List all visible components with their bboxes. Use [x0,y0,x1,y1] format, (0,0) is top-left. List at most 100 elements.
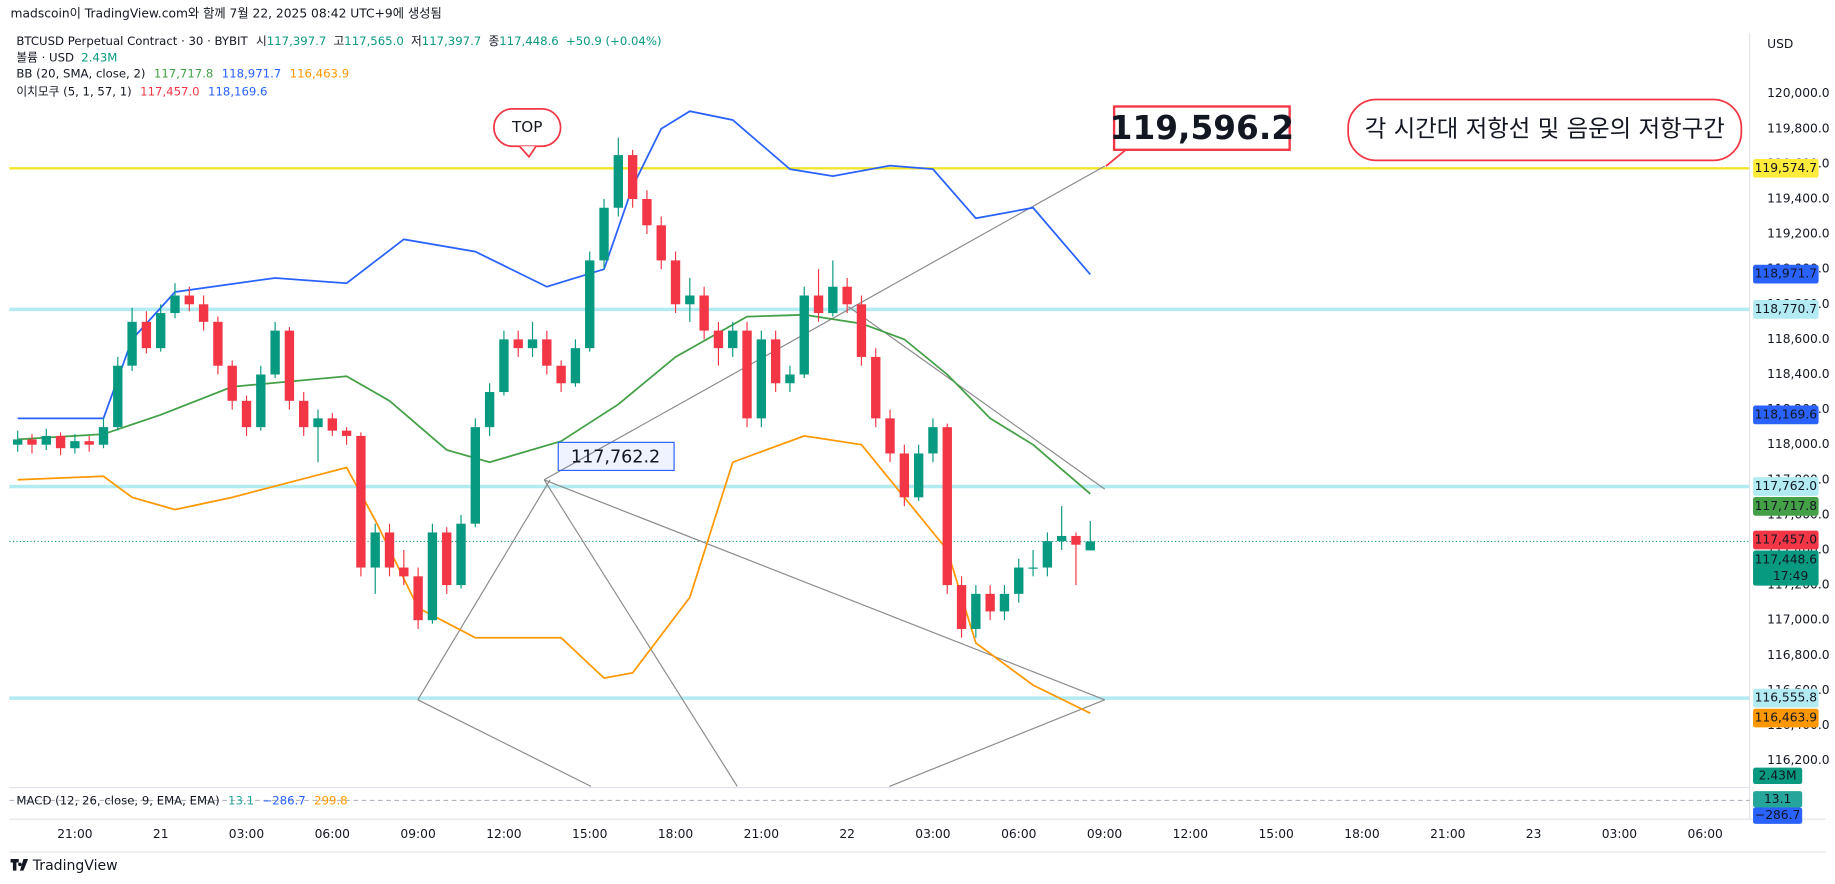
candle-body [127,321,137,366]
candle-body [756,339,767,419]
callout-tail [518,145,537,159]
annotation-text: TOP [511,118,542,136]
candle-body [55,435,66,449]
candle-body [613,155,624,208]
bb-value: 117,717.8 [154,66,213,80]
candle-body [713,330,724,349]
trend-line [543,479,738,787]
pane-tag [1753,767,1803,785]
candle-body [1014,567,1024,594]
price-tags: 119,574.7 118,971.7 118,770.7 118,169.6 117,… [1753,158,1819,824]
trend-line [543,165,1106,481]
price-tag-label: 118,169.6 [1755,407,1818,421]
candle-body [27,439,37,445]
candle-body [256,374,266,428]
candle-body [785,374,795,384]
candle-body [470,427,481,524]
candle-body [642,198,652,226]
callout-box [557,441,675,472]
candle-body [442,532,452,586]
candle-body [113,365,123,428]
indicator-line [17,435,1091,715]
y-tick-label: 120,000.0 [1767,86,1829,100]
candle-body [156,313,166,349]
price-tag-label: 117,457.0 [1755,532,1817,546]
price-tag-label: 118,971.7 [1755,267,1817,281]
ohlc-key: 고 [334,33,345,47]
candle-body [956,585,967,629]
annotation-note: 각 시간대 저항선 및 음운의 저항구간 [1347,98,1743,162]
y-tick-label: 119,200.0 [1767,227,1829,241]
candle-body [685,295,695,305]
annotation-text: 각 시간대 저항선 및 음운의 저항구간 [1365,114,1725,142]
price-tag-label: 116,555.8 [1755,691,1817,705]
candle-body [1042,541,1053,568]
candle-body [284,330,295,401]
y-tick-label: 119,800.0 [1767,121,1829,135]
trend-lines [417,165,1106,787]
legend-symbol: BTCUSD Perpetual Contract · 30 · BYBIT 시… [16,33,661,47]
price-tag [1753,264,1819,284]
price-tag [1753,496,1819,516]
price-tag [1753,158,1819,178]
y-tick-label: 116,200.0 [1767,753,1829,767]
candle-body [370,532,380,568]
price-tag-label: 119,574.7 [1755,161,1817,175]
candle-body [699,295,709,331]
candles [13,137,1095,638]
candle-body [670,260,681,305]
x-tick-label: 15:00 [572,827,607,841]
candle-body [728,330,738,349]
callout-pointer [1105,149,1127,167]
candle-body [270,330,280,375]
candle-body [1085,541,1095,551]
candle-body [856,304,867,357]
y-tick-label: 117,000.0 [1767,613,1829,627]
candle-body [599,207,609,261]
x-tick-label: 06:00 [1001,827,1036,841]
candle-body [899,453,910,498]
candle-body [313,418,323,428]
candle-body [413,576,423,621]
x-tick-label: 18:00 [658,827,693,841]
trend-line [543,479,1105,701]
footer-logo: TradingView [10,858,118,874]
price-tag-label: 116,463.9 [1755,711,1817,725]
x-tick-label: 15:00 [1258,827,1293,841]
volume-value: 2.43M [81,50,117,64]
x-tick-label: 09:00 [1087,827,1122,841]
candle-body [585,260,595,349]
candle-body [484,392,495,428]
bb-name: BB (20, SMA, close, 2) [16,66,145,80]
ohlc-key: 저 [411,33,422,47]
candle-body [1028,567,1038,569]
y-tick-label: 118,600.0 [1767,332,1829,346]
legend-ichimoku: 이치모쿠 (5, 1, 57, 1) 117,457.0 118,169.6 [16,84,267,98]
x-tick-label: 18:00 [1344,827,1379,841]
candle-body [98,427,109,445]
candle-body [84,441,94,445]
ohlc-key: 시 [256,33,267,47]
candle-body [499,339,509,393]
candle-body [542,339,552,366]
price-tag [1753,405,1819,425]
created-note: madscoin이 TradingView.com와 함께 7월 22, 202… [11,7,442,21]
ohlc-value: 117,397.7 [422,33,481,47]
pane-tag [1753,791,1803,808]
candle-body [198,304,209,322]
candle-body [1071,535,1081,545]
pane-tag-label: −286.7 [1755,808,1800,822]
price-tag [1753,477,1819,496]
candle-body [556,365,566,384]
legend-macd: MACD (12, 26, close, 9, EMA, EMA) 13.1 −… [16,793,347,807]
price-tag-sublabel: 17:49 [1773,569,1808,583]
symbol: BTCUSD Perpetual Contract · 30 · BYBIT [16,33,248,47]
macd-value: −286.7 [262,793,305,807]
trend-line [848,306,1106,490]
x-tick-label: 21:00 [57,827,92,841]
bb-value: 118,971.7 [222,66,281,80]
x-tick-label: 23 [1526,827,1542,841]
trend-line [417,479,551,701]
